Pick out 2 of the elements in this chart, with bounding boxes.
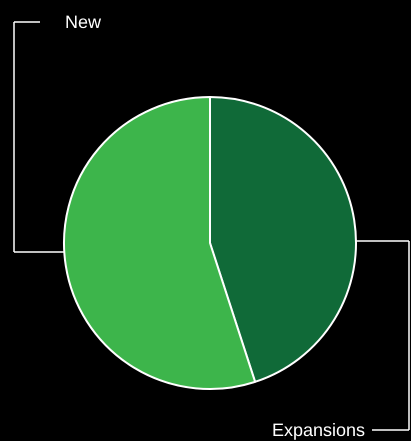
slice-label: Expansions (272, 420, 366, 440)
legend-label: New (65, 12, 102, 32)
